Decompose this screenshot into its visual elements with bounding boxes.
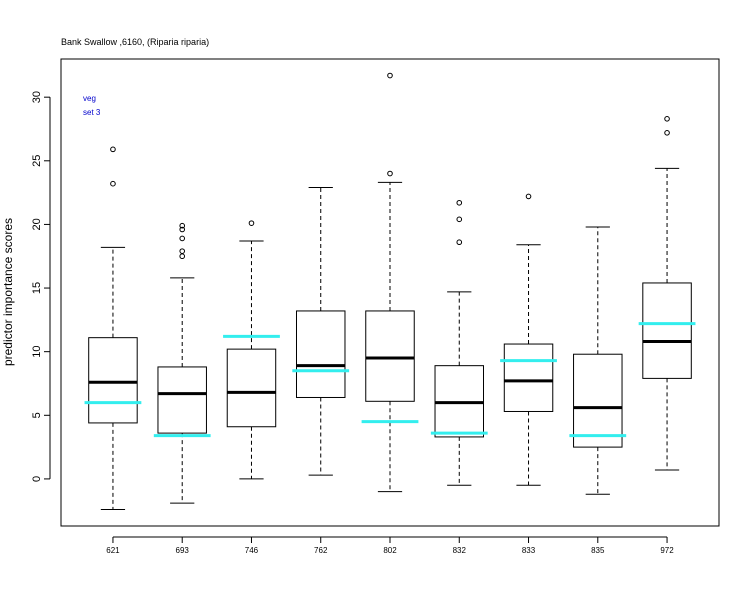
annotation-veg: veg — [83, 94, 96, 103]
outlier-point — [179, 253, 186, 260]
outlier-point — [110, 180, 116, 187]
x-tick-label: 746 — [245, 546, 259, 555]
outlier-point — [179, 248, 186, 254]
outlier-point — [664, 130, 670, 136]
y-axis: 0 5 10 15 20 25 30 — [31, 91, 51, 482]
y-tick-label: 5 — [31, 412, 43, 418]
box-iqr — [503, 343, 554, 412]
chart-title: Bank Swallow ,6160, (Riparia riparia) — [61, 37, 209, 47]
y-tick-label: 20 — [31, 218, 43, 230]
outlier-point — [248, 220, 255, 226]
x-tick-label: 832 — [453, 546, 467, 555]
plot-frame — [60, 58, 720, 527]
outlier-point — [387, 72, 393, 79]
box-iqr — [573, 353, 623, 448]
x-tick-label: 833 — [522, 546, 536, 555]
boxes-group — [84, 72, 696, 510]
box-832 — [430, 199, 488, 486]
box-iqr — [295, 310, 346, 398]
outlier-point — [110, 146, 116, 153]
y-axis-label: predictor importance scores — [1, 218, 15, 366]
box-iqr — [226, 348, 277, 428]
outlier-point — [179, 226, 186, 233]
box-iqr — [642, 282, 692, 379]
outlier-point — [456, 216, 463, 223]
x-tick-label: 621 — [106, 546, 120, 555]
box-972 — [638, 116, 696, 471]
x-tick-label: 802 — [383, 546, 397, 555]
y-tick-label: 0 — [31, 476, 43, 482]
box-833 — [500, 193, 557, 486]
box-iqr — [365, 310, 415, 402]
outlier-point — [664, 116, 670, 122]
x-axis: 621 693 746 762 802 832 833 835 972 — [106, 536, 674, 555]
outlier-point — [456, 199, 463, 206]
box-693 — [153, 222, 211, 504]
x-tick-label: 762 — [314, 546, 328, 555]
outlier-point — [179, 235, 186, 242]
box-621 — [84, 146, 142, 510]
outlier-point — [456, 239, 463, 246]
x-tick-label: 693 — [176, 546, 190, 555]
x-tick-label: 835 — [591, 546, 605, 555]
outlier-point — [179, 222, 186, 229]
box-iqr — [88, 337, 138, 424]
box-746 — [223, 220, 280, 480]
y-tick-label: 10 — [31, 346, 43, 358]
box-iqr — [157, 366, 207, 434]
annotation-set: set 3 — [83, 108, 101, 117]
y-tick-label: 25 — [31, 155, 43, 167]
y-tick-label: 30 — [31, 91, 43, 103]
outlier-point — [525, 193, 532, 200]
box-835 — [569, 226, 627, 495]
y-tick-label: 15 — [31, 282, 43, 294]
box-762 — [292, 187, 350, 476]
box-802 — [361, 72, 419, 493]
outlier-point — [387, 170, 393, 177]
x-tick-label: 972 — [660, 546, 674, 555]
